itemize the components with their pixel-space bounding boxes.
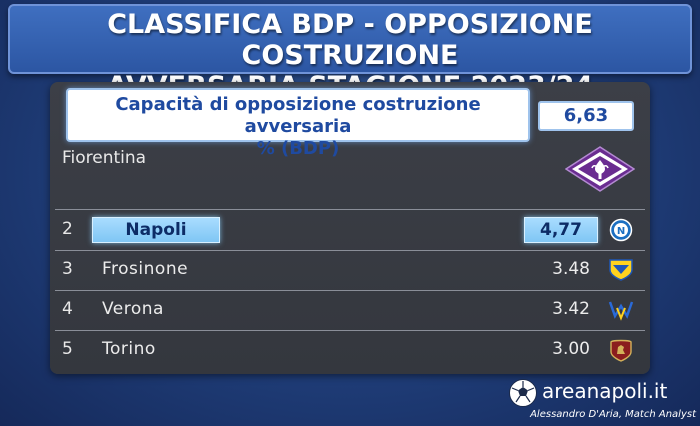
rank-number: 3 [62, 259, 73, 279]
torino-crest-icon [610, 339, 632, 362]
rank-number: 2 [62, 219, 73, 239]
frosinone-crest-icon [609, 259, 633, 281]
brand-subtitle: Alessandro D'Aria, Match Analyst [530, 409, 696, 420]
title-line-1: CLASSIFICA BDP - OPPOSIZIONE COSTRUZIONE [107, 9, 593, 71]
row-divider [55, 209, 645, 210]
page-title: CLASSIFICA BDP - OPPOSIZIONE COSTRUZIONE… [8, 4, 692, 102]
row-divider [55, 330, 645, 331]
fiorentina-crest-icon [565, 146, 635, 192]
team-value: 3.48 [552, 259, 590, 279]
metric-caption: Capacità di opposizione costruzione avve… [66, 88, 530, 159]
caption-line-2: % (BDP) [256, 138, 340, 159]
team-name: Verona [102, 299, 164, 319]
caption-line-1: Capacità di opposizione costruzione avve… [115, 94, 481, 137]
team-name-highlighted: Napoli [92, 217, 220, 243]
rank-number: 4 [62, 299, 73, 319]
team-value: 3.42 [552, 299, 590, 319]
brand-watermark: areanapoli.it Alessandro D'Aria, Match A… [508, 378, 698, 424]
team-name: Frosinone [102, 259, 189, 279]
soccer-ball-icon [509, 379, 537, 407]
leader-team-name: Fiorentina [62, 148, 147, 168]
row-divider [55, 290, 645, 291]
team-value-highlighted: 4,77 [524, 217, 598, 243]
napoli-crest-icon: N [609, 218, 633, 242]
leader-value: 6,63 [538, 101, 634, 131]
rank-number: 5 [62, 339, 73, 359]
team-name: Torino [102, 339, 156, 359]
brand-name: areanapoli.it [542, 379, 668, 403]
verona-crest-icon [608, 301, 634, 321]
row-divider [55, 250, 645, 251]
svg-text:N: N [617, 226, 625, 237]
team-value: 3.00 [552, 339, 590, 359]
